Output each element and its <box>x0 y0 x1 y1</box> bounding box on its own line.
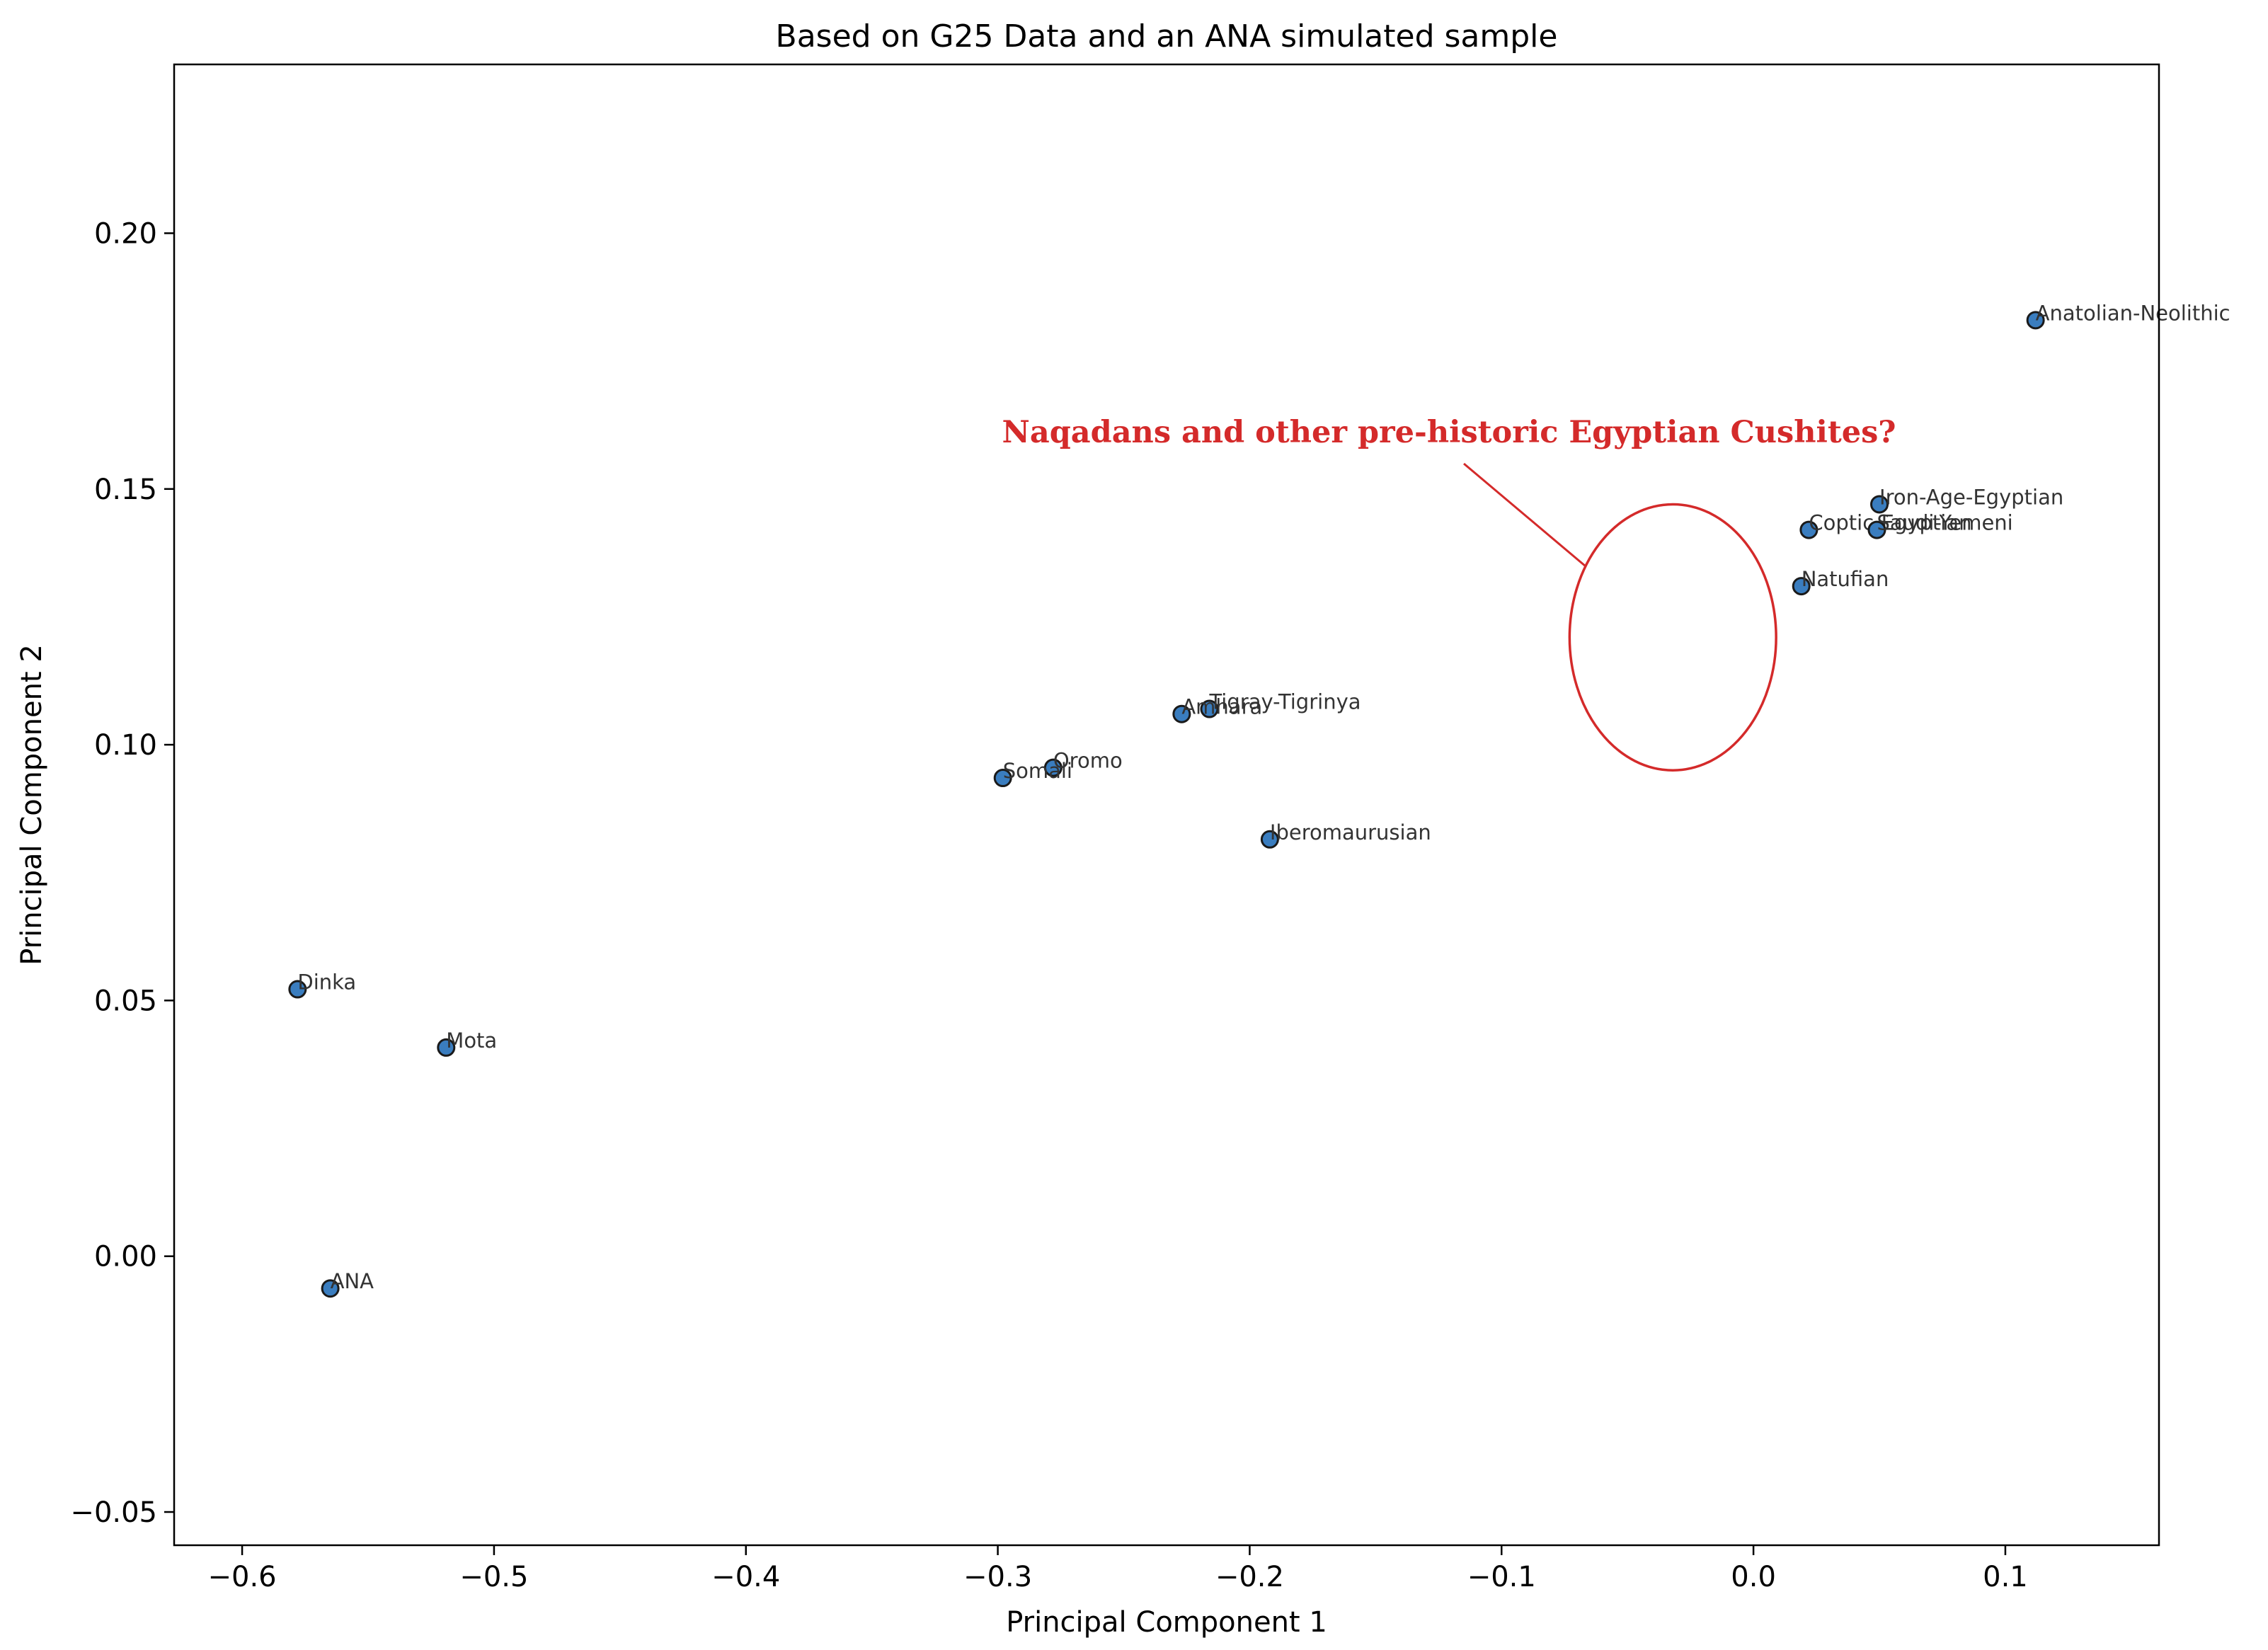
point-label: Natufian <box>1802 567 1889 591</box>
y-axis-label: Principal Component 2 <box>16 644 48 966</box>
point-label: Mota <box>446 1029 497 1053</box>
x-tick-label: −0.3 <box>963 1561 1032 1593</box>
data-point <box>1867 520 1886 539</box>
chart-title: Based on G25 Data and an ANA simulated s… <box>776 18 1558 55</box>
y-tick-label: −0.05 <box>70 1496 157 1529</box>
y-tick-label: 0.15 <box>94 474 157 506</box>
data-point <box>1792 577 1811 596</box>
x-tick-label: −0.1 <box>1467 1561 1536 1593</box>
y-tick-label: 0.10 <box>94 729 157 762</box>
x-tick-label: −0.4 <box>711 1561 780 1593</box>
data-point <box>2026 311 2045 330</box>
data-point <box>1172 704 1191 723</box>
data-point <box>288 980 307 999</box>
data-point <box>1260 830 1279 849</box>
x-tick-label: −0.2 <box>1215 1561 1284 1593</box>
point-label: Oromo <box>1053 749 1123 773</box>
annotation-ellipse <box>1568 503 1777 772</box>
point-label: Tigray-Tigrinya <box>1208 690 1361 714</box>
data-point <box>1799 520 1819 539</box>
x-tick-label: −0.6 <box>208 1561 277 1593</box>
point-label: Iron-Age-Egyptian <box>1879 485 2063 509</box>
plot-frame <box>173 63 2160 1547</box>
data-point <box>1200 699 1219 718</box>
data-point <box>321 1279 340 1298</box>
x-axis-label: Principal Component 1 <box>1006 1606 1327 1639</box>
x-tick-label: −0.5 <box>459 1561 528 1593</box>
point-label: Saudi-Yemeni <box>1877 511 2012 535</box>
point-label: Iberomaurusian <box>1270 820 1431 844</box>
data-point <box>993 769 1012 788</box>
y-tick-label: 0.20 <box>94 217 157 250</box>
x-tick-label: 0.1 <box>1983 1561 2028 1593</box>
annotation-text: Naqadans and other pre-historic Egyptian… <box>1002 415 1896 450</box>
y-tick-label: 0.05 <box>94 985 157 1017</box>
data-point <box>1870 495 1889 514</box>
point-label: Anatolian-Neolithic <box>2036 301 2230 325</box>
point-label: Coptic-Egyptian <box>1809 511 1971 535</box>
axis-ticks: −0.6 −0.5 −0.4 −0.3 −0.2 −0.1 0.0 0.1 −0.05 0.00 0… <box>70 217 2027 1593</box>
point-label: Dinka <box>297 970 356 995</box>
annotation-pointer <box>1463 462 1586 568</box>
y-tick-label: 0.00 <box>94 1241 157 1273</box>
point-label: ANA <box>331 1269 374 1293</box>
data-points: Anatolian-Neolithic Iron-Age-EgyptianCopt… <box>288 301 2230 1298</box>
data-point <box>437 1038 456 1057</box>
data-point <box>1043 758 1063 777</box>
point-label: Amhara <box>1181 695 1262 719</box>
x-tick-label: 0.0 <box>1731 1561 1776 1593</box>
annotation-group: Naqadans and other pre-historic Egyptian… <box>1002 415 1896 772</box>
point-label: Somali <box>1003 759 1072 783</box>
